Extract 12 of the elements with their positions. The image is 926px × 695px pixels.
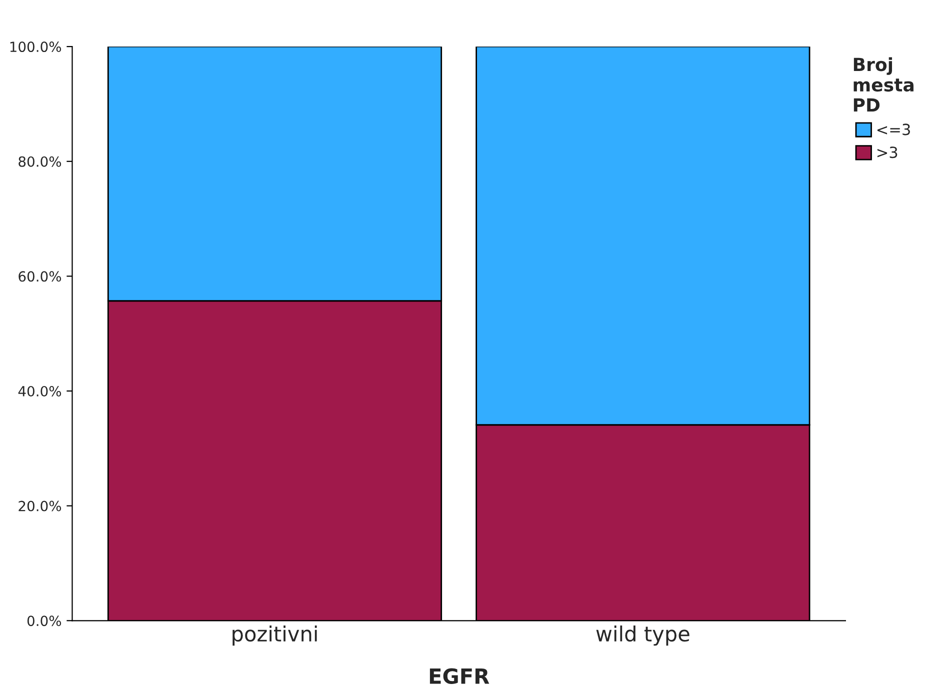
y-tick-label: 100.0% xyxy=(10,42,62,52)
y-tick-label: 60.0% xyxy=(18,271,62,282)
y-tick-label: 80.0% xyxy=(18,156,62,167)
y-tick-label: 40.0% xyxy=(18,386,62,396)
x-tick-label: wild type xyxy=(596,625,690,646)
legend-title: Broj mesta PD xyxy=(854,57,914,112)
legend-label: >3 xyxy=(877,146,898,158)
x-tick-label: pozitivni xyxy=(232,625,317,646)
x-axis-title: EGFR xyxy=(430,668,490,684)
legend-label: <=3 xyxy=(877,124,910,136)
y-tick-label: 20.0% xyxy=(18,500,62,512)
y-tick-label: 0.0% xyxy=(27,616,62,626)
